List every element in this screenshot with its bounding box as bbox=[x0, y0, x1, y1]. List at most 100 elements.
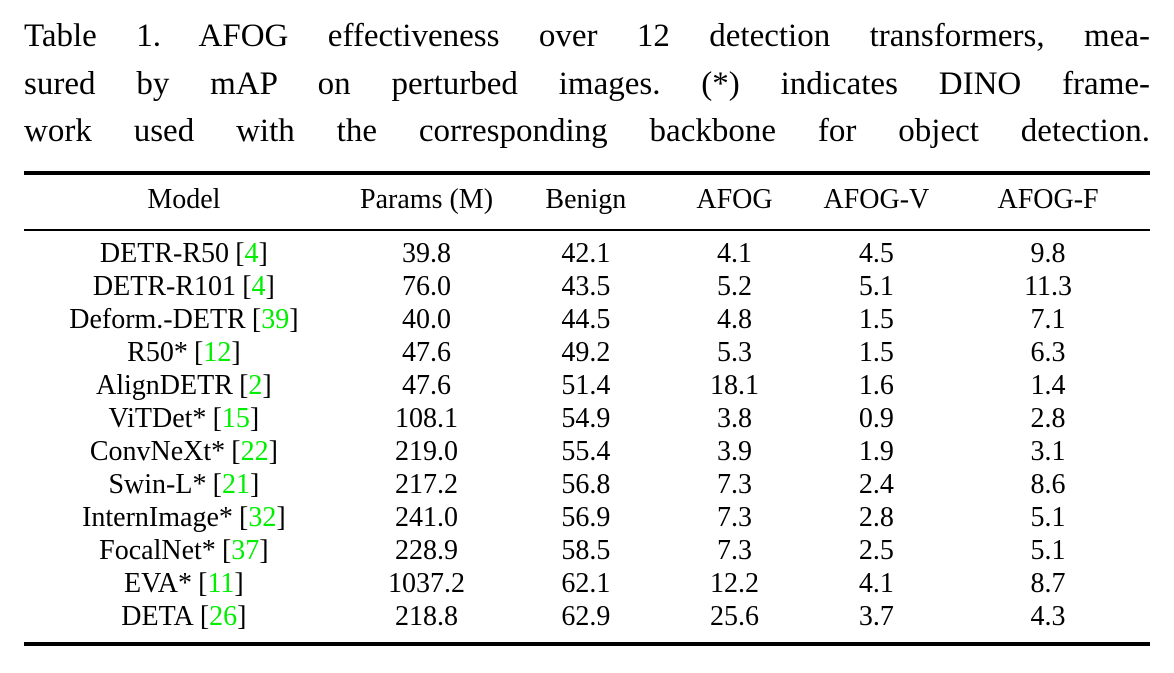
model-cell: DETA [26] bbox=[24, 600, 344, 633]
citation-link[interactable]: [4] bbox=[235, 238, 268, 269]
citation-link[interactable]: [37] bbox=[222, 535, 269, 566]
citation-bracket-open: [ bbox=[251, 303, 262, 335]
caption-line-3: work used with the corresponding backbon… bbox=[24, 113, 1150, 149]
citation-number: 37 bbox=[231, 534, 260, 566]
afog-v-cell: 1.5 bbox=[858, 303, 894, 335]
afog-cell: 25.6 bbox=[709, 600, 759, 632]
citation-bracket-open: [ bbox=[242, 270, 252, 302]
table-bottom-rule bbox=[24, 641, 1150, 646]
afog-v-cell: 2.5 bbox=[858, 534, 894, 566]
model-name: Swin-L* bbox=[108, 468, 207, 500]
model-name: FocalNet* bbox=[99, 534, 216, 566]
model-cell: DETR-R101 [4] bbox=[24, 270, 344, 303]
benign-cell: 42.1 bbox=[561, 237, 611, 269]
citation-link[interactable]: [15] bbox=[213, 403, 260, 434]
afog-cell: 4.1 bbox=[716, 237, 752, 269]
column-header-afog-v: AFOG-V bbox=[823, 183, 930, 215]
model-name: DETR-R101 bbox=[92, 270, 237, 302]
citation-link[interactable]: [11] bbox=[198, 568, 244, 599]
params-cell: 241.0 bbox=[395, 501, 459, 533]
benign-cell: 56.8 bbox=[561, 468, 611, 500]
citation-bracket-close: ] bbox=[289, 303, 299, 335]
citation-link[interactable]: [26] bbox=[200, 601, 247, 632]
afog-cell: 18.1 bbox=[709, 369, 759, 401]
citation-link[interactable]: [22] bbox=[231, 436, 278, 467]
citation-bracket-open: [ bbox=[221, 534, 232, 566]
table-row: Swin-L* [21] 217.2 56.8 7.3 2.4 8.6 bbox=[24, 468, 1150, 501]
table-row: DETR-R50 [4] 39.8 42.1 4.1 4.5 9.8 bbox=[24, 237, 1150, 270]
afog-v-cell: 4.1 bbox=[858, 567, 894, 599]
column-header-benign: Benign bbox=[545, 183, 627, 215]
afog-f-cell: 6.3 bbox=[1030, 336, 1066, 368]
citation-link[interactable]: [12] bbox=[194, 337, 241, 368]
citation-link[interactable]: [39] bbox=[252, 304, 299, 335]
model-cell: ViTDet* [15] bbox=[24, 402, 344, 435]
citation-bracket-open: [ bbox=[231, 435, 241, 467]
citation-bracket-open: [ bbox=[239, 369, 249, 401]
benign-cell: 58.5 bbox=[561, 534, 611, 566]
params-cell: 40.0 bbox=[402, 303, 452, 335]
afog-f-cell: 11.3 bbox=[1024, 270, 1073, 302]
table-top-rule bbox=[24, 170, 1150, 175]
citation-number: 12 bbox=[203, 336, 232, 368]
citation-number: 21 bbox=[221, 468, 250, 500]
benign-cell: 51.4 bbox=[561, 369, 611, 401]
benign-cell: 56.9 bbox=[561, 501, 611, 533]
citation-bracket-open: [ bbox=[239, 501, 249, 533]
citation-bracket-close: ] bbox=[249, 402, 260, 434]
params-cell: 76.0 bbox=[402, 270, 452, 302]
model-name: ConvNeXt* bbox=[89, 435, 226, 467]
afog-cell: 4.8 bbox=[716, 303, 752, 335]
caption-line-2: sured by mAP on perturbed images. (*) in… bbox=[24, 65, 1150, 102]
table-header-row: Model Params (M) Benign AFOG AFOG-V AFOG… bbox=[24, 175, 1150, 229]
citation-bracket-close: ] bbox=[262, 369, 272, 401]
table-row: AlignDETR [2] 47.6 51.4 18.1 1.6 1.4 bbox=[24, 369, 1150, 402]
results-table: Model Params (M) Benign AFOG AFOG-V AFOG… bbox=[24, 170, 1150, 646]
table-row: EVA* [11] 1037.2 62.1 12.2 4.1 8.7 bbox=[24, 567, 1150, 600]
citation-bracket-close: ] bbox=[237, 600, 247, 632]
model-name: DETR-R50 bbox=[99, 237, 230, 269]
citation-bracket-open: [ bbox=[198, 567, 208, 599]
afog-cell: 7.3 bbox=[716, 501, 752, 533]
benign-cell: 62.9 bbox=[561, 600, 611, 632]
model-cell: ConvNeXt* [22] bbox=[24, 435, 344, 468]
model-cell: Swin-L* [21] bbox=[24, 468, 344, 501]
afog-f-cell: 2.8 bbox=[1030, 402, 1066, 434]
params-cell: 219.0 bbox=[395, 435, 459, 467]
citation-link[interactable]: [32] bbox=[239, 502, 286, 533]
model-cell: AlignDETR [2] bbox=[24, 369, 344, 402]
table-row: DETR-R101 [4] 76.0 43.5 5.2 5.1 11.3 bbox=[24, 270, 1150, 303]
citation-bracket-close: ] bbox=[234, 567, 244, 599]
afog-cell: 3.9 bbox=[716, 435, 752, 467]
model-name: ViTDet* bbox=[108, 402, 207, 434]
afog-v-cell: 2.8 bbox=[858, 501, 894, 533]
model-cell: DETR-R50 [4] bbox=[24, 237, 344, 270]
benign-cell: 43.5 bbox=[561, 270, 611, 302]
column-header-params: Params (M) bbox=[360, 183, 494, 215]
afog-cell: 12.2 bbox=[709, 567, 759, 599]
params-cell: 39.8 bbox=[402, 237, 452, 269]
afog-v-cell: 1.5 bbox=[858, 336, 894, 368]
afog-f-cell: 8.6 bbox=[1030, 468, 1066, 500]
citation-link[interactable]: [21] bbox=[213, 469, 260, 500]
citation-number: 2 bbox=[248, 369, 263, 401]
afog-f-cell: 8.7 bbox=[1030, 567, 1066, 599]
citation-bracket-open: [ bbox=[212, 402, 222, 434]
params-cell: 108.1 bbox=[395, 402, 459, 434]
citation-bracket-close: ] bbox=[259, 534, 269, 566]
table-body: DETR-R50 [4] 39.8 42.1 4.1 4.5 9.8 DETR-R101 [4]… bbox=[24, 231, 1150, 642]
afog-cell: 7.3 bbox=[716, 468, 752, 500]
benign-cell: 62.1 bbox=[561, 567, 611, 599]
afog-cell: 3.8 bbox=[716, 402, 752, 434]
citation-bracket-close: ] bbox=[265, 270, 275, 302]
afog-v-cell: 3.7 bbox=[858, 600, 894, 632]
citation-link[interactable]: [2] bbox=[239, 370, 272, 401]
afog-v-cell: 4.5 bbox=[858, 237, 894, 269]
column-header-model: Model bbox=[147, 183, 221, 215]
benign-cell: 55.4 bbox=[561, 435, 611, 467]
citation-bracket-open: [ bbox=[193, 336, 204, 368]
citation-bracket-close: ] bbox=[276, 501, 286, 533]
model-name: R50* bbox=[127, 336, 188, 368]
citation-link[interactable]: [4] bbox=[242, 271, 275, 302]
